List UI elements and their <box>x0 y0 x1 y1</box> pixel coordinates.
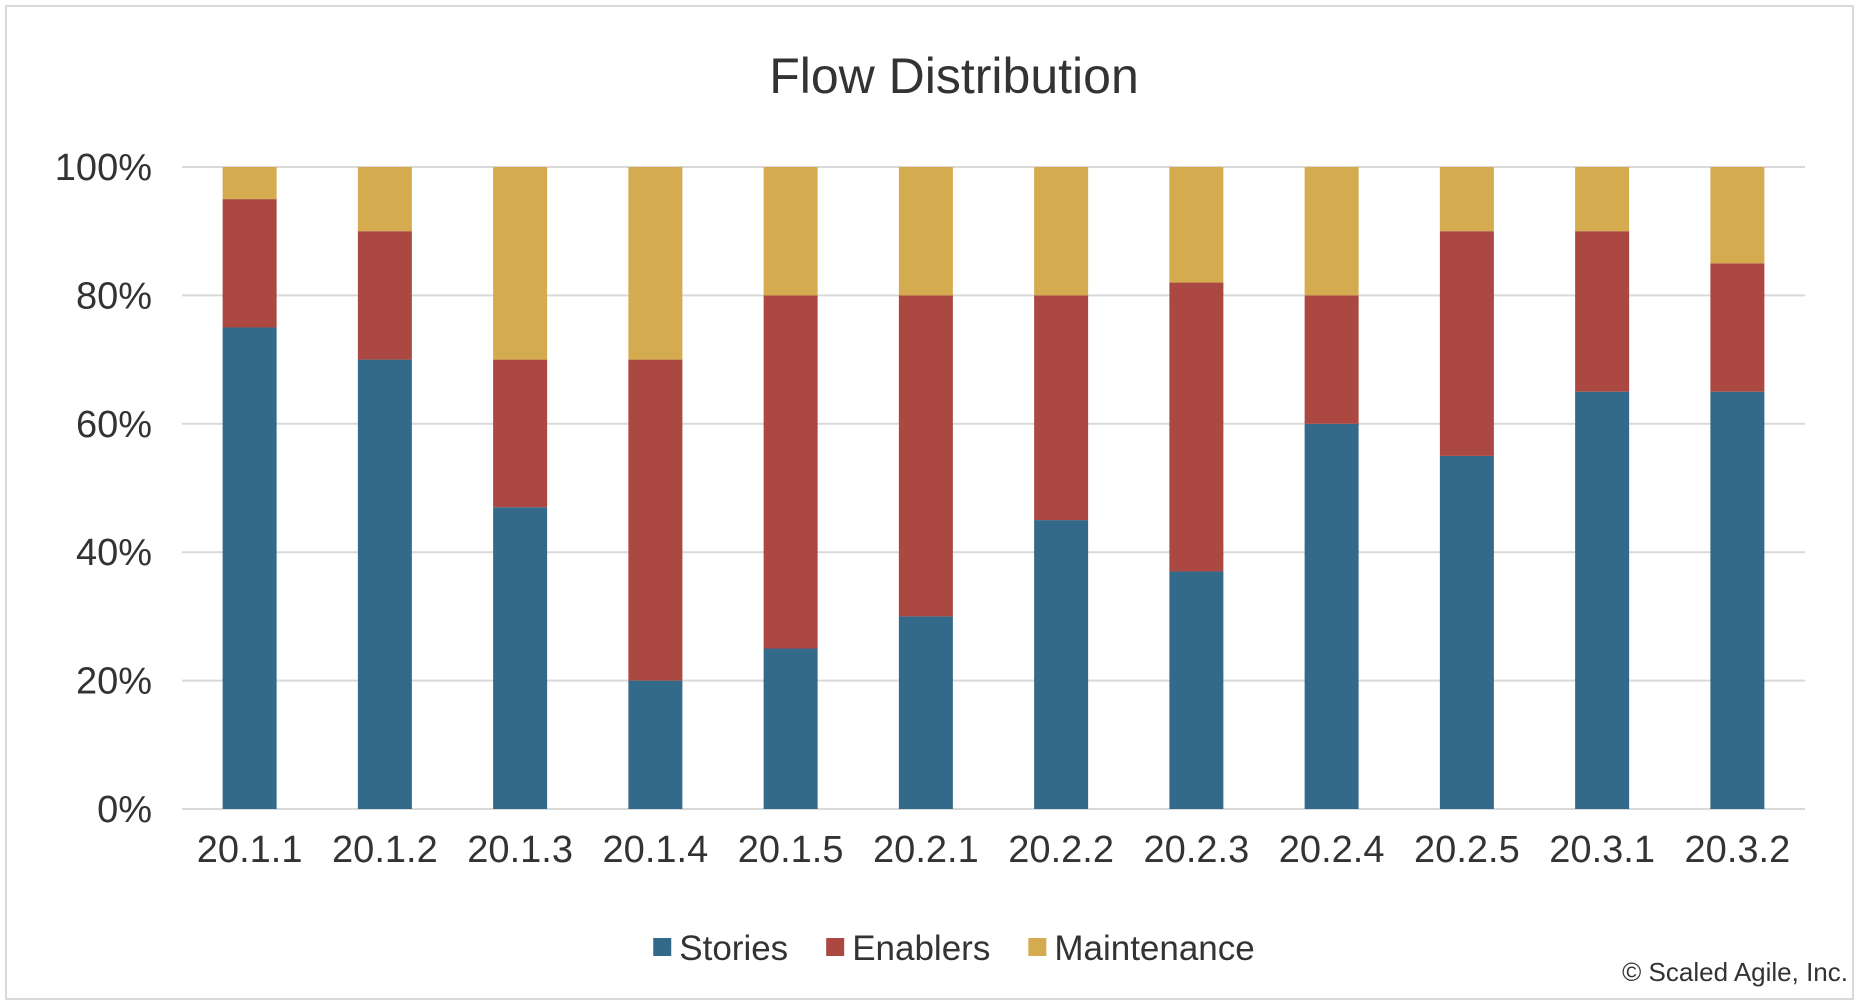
bar-maintenance-20.2.2 <box>1034 167 1089 296</box>
chart-title: Flow Distribution <box>769 48 1139 104</box>
y-tick-label: 0% <box>97 789 152 831</box>
bar-enablers-20.2.2 <box>1034 295 1089 521</box>
x-tick-label: 20.2.5 <box>1414 829 1520 871</box>
x-tick-label: 20.1.1 <box>197 829 303 871</box>
y-tick-label: 100% <box>55 147 152 189</box>
bar-enablers-20.3.2 <box>1710 263 1765 392</box>
bar-maintenance-20.2.5 <box>1439 167 1494 232</box>
bar-enablers-20.1.4 <box>628 359 683 681</box>
bar-maintenance-20.2.3 <box>1169 167 1224 283</box>
bar-maintenance-20.2.1 <box>898 167 953 296</box>
y-tick-label: 60% <box>76 404 152 446</box>
copyright-text: © Scaled Agile, Inc. <box>1622 957 1848 987</box>
x-tick-label: 20.1.5 <box>738 829 844 871</box>
x-tick-label: 20.2.1 <box>873 829 979 871</box>
bar-maintenance-20.3.1 <box>1575 167 1630 232</box>
x-tick-label: 20.1.2 <box>332 829 438 871</box>
bar-stories-20.2.5 <box>1439 455 1494 809</box>
bar-stories-20.3.2 <box>1710 391 1765 809</box>
x-tick-label: 20.2.2 <box>1008 829 1114 871</box>
y-tick-label: 20% <box>76 661 152 703</box>
x-tick-label: 20.1.3 <box>467 829 573 871</box>
bar-enablers-20.2.1 <box>898 295 953 617</box>
x-tick-label: 20.2.3 <box>1144 829 1250 871</box>
bar-maintenance-20.3.2 <box>1710 167 1765 264</box>
bar-enablers-20.1.1 <box>222 199 277 328</box>
bar-enablers-20.1.2 <box>357 231 412 360</box>
bar-maintenance-20.1.4 <box>628 167 683 360</box>
chart-frame: Flow Distribution 0% 20% 40% 60% 80% 100% 20.… <box>5 5 1854 1000</box>
bar-stories-20.2.4 <box>1304 423 1359 809</box>
x-tick-label: 20.1.4 <box>603 829 709 871</box>
bar-enablers-20.2.3 <box>1169 282 1224 572</box>
legend-item-maintenance: Maintenance <box>1028 929 1255 968</box>
bar-maintenance-20.1.3 <box>493 167 548 360</box>
y-tick-label: 80% <box>76 275 152 317</box>
gridlines <box>182 166 1805 810</box>
bar-enablers-20.3.1 <box>1575 231 1630 392</box>
legend-label: Enablers <box>852 929 990 968</box>
legend-swatch <box>653 938 672 956</box>
x-tick-label: 20.2.4 <box>1279 829 1385 871</box>
bar-stories-20.2.2 <box>1034 520 1089 809</box>
bar-stories-20.3.1 <box>1575 391 1630 809</box>
bar-stories-20.1.2 <box>357 359 412 809</box>
legend-label: Maintenance <box>1054 929 1254 968</box>
bar-enablers-20.1.5 <box>763 295 818 649</box>
bar-enablers-20.2.5 <box>1439 231 1494 456</box>
legend-item-stories: Stories <box>653 929 788 968</box>
bar-stories-20.1.5 <box>763 648 818 809</box>
bars <box>222 167 1765 809</box>
bar-stories-20.1.4 <box>628 680 683 809</box>
legend-label: Stories <box>679 929 788 968</box>
y-tick-label: 40% <box>76 532 152 574</box>
legend-swatch <box>1028 938 1047 956</box>
bar-stories-20.1.1 <box>222 327 277 809</box>
bar-maintenance-20.1.1 <box>222 167 277 200</box>
x-axis-ticks: 20.1.1 20.1.2 20.1.3 20.1.4 20.1.5 20.2.1 20.2… <box>197 829 1790 871</box>
x-tick-label: 20.3.2 <box>1685 829 1791 871</box>
legend-item-enablers: Enablers <box>826 929 990 968</box>
bar-stories-20.1.3 <box>493 507 548 809</box>
y-axis-ticks: 0% 20% 40% 60% 80% 100% <box>55 147 152 831</box>
flow-distribution-chart: Flow Distribution 0% 20% 40% 60% 80% 100% 20.… <box>55 48 1848 987</box>
bar-enablers-20.1.3 <box>493 359 548 508</box>
x-tick-label: 20.3.1 <box>1549 829 1655 871</box>
bar-maintenance-20.1.2 <box>357 167 412 232</box>
bar-enablers-20.2.4 <box>1304 295 1359 424</box>
legend-swatch <box>826 938 845 956</box>
bar-maintenance-20.2.4 <box>1304 167 1359 296</box>
bar-maintenance-20.1.5 <box>763 167 818 296</box>
legend: Stories Enablers Maintenance <box>653 929 1255 968</box>
bar-stories-20.2.1 <box>898 616 953 809</box>
bar-stories-20.2.3 <box>1169 571 1224 809</box>
